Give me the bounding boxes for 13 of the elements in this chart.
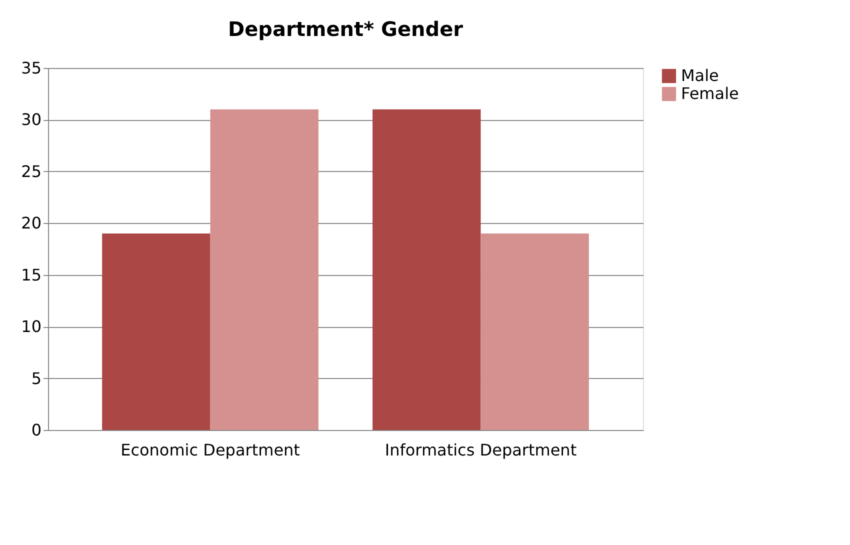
x-tick-label: Economic Department	[120, 440, 300, 460]
legend-label: Female	[681, 84, 739, 103]
y-tick-label: 20	[21, 214, 42, 233]
y-tick-label: 5	[31, 368, 42, 388]
y-tick-label: 25	[21, 162, 42, 181]
x-tick-label: Informatics Department	[384, 440, 577, 460]
chart-title: Department* Gender	[228, 17, 464, 41]
y-tick-label: 35	[21, 58, 42, 78]
y-tick-label: 10	[21, 317, 42, 336]
legend-label: Male	[681, 66, 719, 85]
y-tick-label: 0	[31, 420, 42, 440]
y-tick-label: 15	[21, 265, 42, 284]
y-tick-label: 30	[21, 110, 42, 130]
